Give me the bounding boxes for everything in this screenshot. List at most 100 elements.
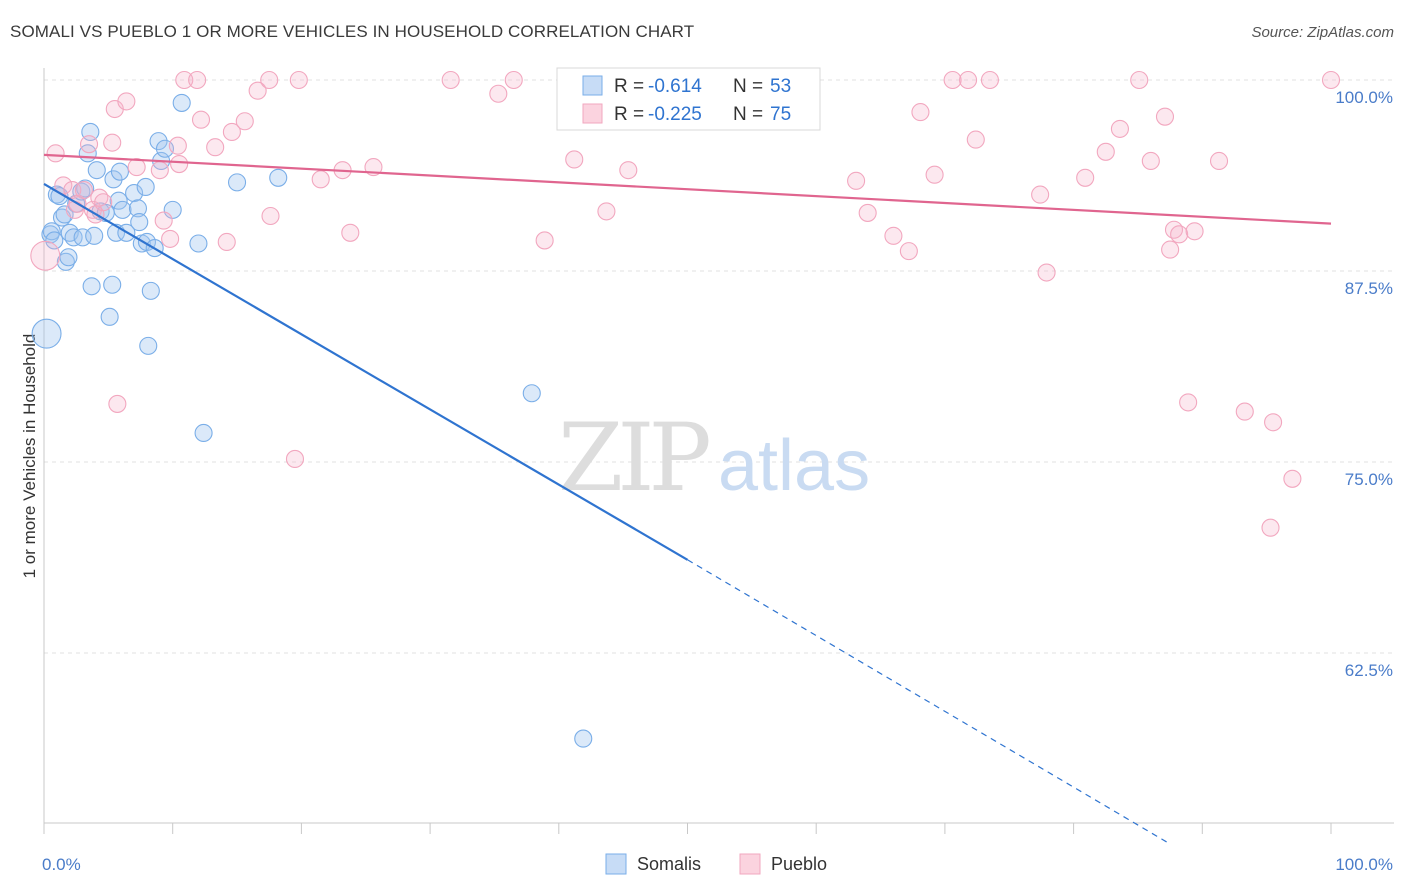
pueblo-point (161, 229, 180, 248)
pueblo-point (899, 242, 918, 261)
pueblo-point (108, 394, 127, 413)
pueblo-point (489, 84, 508, 103)
bottom-legend-label-somalis: Somalis (637, 854, 701, 874)
pueblo-point (235, 112, 254, 131)
pueblo-point (1161, 240, 1180, 259)
y-axis-title: 1 or more Vehicles in Household (20, 334, 39, 579)
pueblo-point (535, 231, 554, 250)
pueblo-point (858, 203, 877, 222)
pueblo-trend-line (43, 153, 1332, 225)
somalis-point (269, 168, 288, 187)
x-tick-label-0: 0.0% (42, 855, 81, 874)
somalis-point (141, 281, 160, 300)
chart-source: Source: ZipAtlas.com (1251, 24, 1394, 41)
stats-n-label-pueblo: N = (733, 104, 763, 125)
pueblo-point (168, 136, 187, 155)
somalis-point (109, 191, 128, 210)
x-tick-labels: 0.0% 100.0% (42, 855, 1393, 874)
stats-n-value-somalis: 53 (770, 76, 791, 97)
pueblo-point (504, 70, 523, 90)
pueblo-point (980, 70, 999, 90)
pueblo-point (959, 70, 978, 90)
stats-r-value-somalis: -0.614 (648, 76, 702, 97)
pueblo-point (46, 144, 65, 163)
pueblo-point (311, 170, 330, 189)
legend-swatch-somalis (582, 75, 603, 96)
pueblo-point (597, 202, 616, 221)
somalis-point (110, 162, 129, 181)
stats-legend: R = -0.614 N = 53 R = -0.225 N = 75 (556, 67, 821, 131)
pueblo-point (127, 158, 146, 177)
somalis-point (31, 318, 62, 349)
pueblo-point (79, 135, 99, 154)
somalis-point (125, 184, 144, 203)
somalis-point (45, 231, 64, 250)
pueblo-point (74, 180, 93, 200)
stats-r-label-pueblo: R = (614, 104, 644, 125)
pueblo-point (1031, 185, 1050, 204)
bottom-legend-label-pueblo: Pueblo (771, 854, 827, 874)
bottom-legend-swatch-pueblo (739, 853, 761, 875)
pueblo-point (441, 70, 460, 90)
pueblo-point (1283, 469, 1302, 488)
bottom-legend-swatch-somalis (605, 853, 627, 875)
pueblo-point (175, 70, 194, 90)
pueblo-point (1076, 168, 1095, 187)
somalis-point (172, 93, 191, 112)
somalis-point (574, 729, 593, 748)
pueblo-point (341, 223, 360, 242)
pueblo-point (884, 226, 903, 245)
somalis-point (522, 384, 541, 403)
pueblo-point (154, 211, 173, 230)
somalis-point (194, 423, 213, 443)
pueblo-point (285, 449, 305, 468)
pueblo-point (619, 161, 638, 180)
bottom-legend: Somalis Pueblo (605, 853, 827, 875)
pueblo-point (30, 240, 61, 271)
pueblo-point (188, 70, 207, 90)
pueblo-point (117, 92, 136, 111)
pueblo-point (1141, 151, 1160, 171)
watermark-atlas: atlas (718, 426, 870, 506)
pueblo-point (847, 171, 866, 190)
pueblo-point (943, 70, 962, 90)
somalis-point (228, 173, 247, 192)
somalis-point (149, 132, 168, 151)
somalis-point (82, 277, 101, 296)
somalis-trend-line (43, 182, 689, 561)
somalis-point (59, 248, 78, 267)
somalis-point (113, 200, 132, 219)
somalis-point (128, 199, 148, 218)
stats-n-value-pueblo: 75 (770, 104, 791, 125)
pueblo-point (1209, 151, 1229, 171)
pueblo-point (565, 150, 584, 169)
pueblo-point (222, 122, 241, 142)
x-tick-label-1: 100.0% (1335, 855, 1393, 874)
somalis-point (73, 228, 92, 247)
y-tick-label-0: 100.0% (1335, 88, 1393, 107)
somalis-point (85, 226, 104, 245)
pueblo-point (170, 154, 189, 174)
somalis-point (104, 170, 123, 189)
pueblo-point (1185, 222, 1204, 241)
pueblo-point (1235, 402, 1254, 421)
stats-n-label-somalis: N = (733, 76, 763, 97)
pueblo-point (1130, 70, 1149, 90)
somalis-point (130, 213, 149, 232)
pueblo-point (1179, 393, 1198, 412)
pueblo-point (1096, 142, 1115, 161)
somalis-point (100, 307, 119, 326)
pueblo-point (925, 165, 944, 184)
pueblo-point (248, 81, 267, 100)
pueblo-point (1110, 119, 1129, 138)
somalis-point (136, 177, 155, 197)
somalis-point (87, 161, 106, 180)
pueblo-point (289, 70, 308, 90)
y-tick-label-2: 75.0% (1345, 470, 1393, 489)
pueblo-point (1321, 70, 1341, 90)
pueblo-point (1264, 413, 1283, 432)
pueblo-point (1037, 263, 1056, 282)
y-tick-label-3: 62.5% (1345, 661, 1393, 680)
y-tick-label-1: 87.5% (1345, 279, 1393, 298)
